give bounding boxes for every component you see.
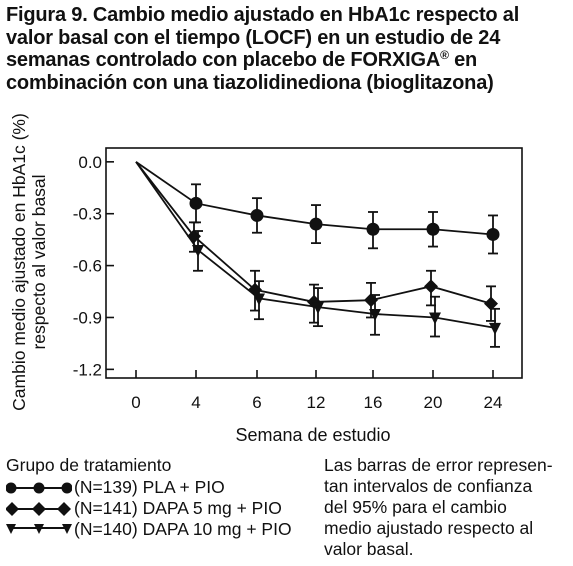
legend-swatch-circle-icon <box>6 482 72 493</box>
data-point <box>366 222 380 236</box>
legend-item-dapa-10: (N=140) DAPA 10 mg + PIO <box>6 519 326 540</box>
note-line-2: tan intervalos de confianza <box>324 476 533 496</box>
data-point <box>312 302 324 315</box>
x-tick-label: 0 <box>131 393 140 412</box>
data-point <box>489 322 501 335</box>
legend-label-pla-pio: (N=139) PLA + PIO <box>74 477 225 497</box>
legend-item-dapa-5: (N=141) DAPA 5 mg + PIO <box>6 498 326 519</box>
x-tick-label: 4 <box>191 393 200 412</box>
y-axis-label: Cambio medio ajustado en HbA1c (%) respe… <box>9 113 49 411</box>
data-point <box>424 279 438 294</box>
x-tick-label: 6 <box>252 393 261 412</box>
data-point <box>189 196 203 210</box>
data-point <box>369 309 381 322</box>
figure-title: Figura 9. Cambio medio ajustado en HbA1c… <box>6 4 566 94</box>
x-axis: 0 4 6 12 16 20 24 <box>131 370 502 412</box>
data-point <box>426 222 440 236</box>
legend-label-dapa-10: (N=140) DAPA 10 mg + PIO <box>74 519 292 539</box>
note-line-3: del 95% para el cambio <box>324 497 507 517</box>
y-tick-label: -0.3 <box>73 205 102 224</box>
data-point <box>253 293 265 306</box>
series-circle <box>135 161 500 255</box>
data-point <box>429 312 441 325</box>
note-line-5: valor basal. <box>324 539 414 559</box>
data-point <box>250 208 264 222</box>
y-tick-label: -1.2 <box>73 360 102 379</box>
legend-swatch-diamond-icon <box>6 501 71 516</box>
y-tick-label: -0.9 <box>73 308 102 327</box>
title-line-3-text: semanas controlado con placebo de FORXIG… <box>6 49 441 71</box>
x-tick-label: 24 <box>484 393 503 412</box>
y-tick-label: -0.6 <box>73 257 102 276</box>
title-line-1: Figura 9. Cambio medio ajustado en HbA1c… <box>6 4 520 26</box>
x-tick-label: 12 <box>307 393 326 412</box>
data-point <box>192 245 204 258</box>
trademark-symbol: ® <box>440 48 449 62</box>
legend-label-dapa-5: (N=141) DAPA 5 mg + PIO <box>74 498 282 518</box>
hba1c-line-chart: 0.0 -0.3 -0.6 -0.9 -1.2 0 4 6 12 16 20 24 Semana d… <box>9 113 523 445</box>
y-tick-label: 0.0 <box>78 153 102 172</box>
series-layer <box>135 161 501 348</box>
x-axis-label: Semana de estudio <box>235 425 390 445</box>
y-axis-label-line-1: Cambio medio ajustado en HbA1c (%) <box>9 113 29 411</box>
plot-frame <box>105 147 523 379</box>
title-line-3: semanas controlado con placebo de FORXIG… <box>6 49 566 72</box>
series-triangle-down <box>135 161 501 348</box>
plot-border <box>105 147 523 379</box>
title-line-3-suffix: en <box>448 49 478 71</box>
data-point <box>486 227 500 241</box>
y-axis: 0.0 -0.3 -0.6 -0.9 -1.2 <box>73 153 114 379</box>
y-axis-label-line-2: respecto al valor basal <box>29 174 49 349</box>
legend-swatch-triangle-icon <box>6 523 72 534</box>
error-bar-note: Las barras de error represen- tan interv… <box>324 455 573 560</box>
x-tick-label: 16 <box>364 393 383 412</box>
note-line-4: medio ajustado respecto al <box>324 518 534 538</box>
x-tick-label: 20 <box>424 393 443 412</box>
legend-item-pla-pio: (N=139) PLA + PIO <box>6 477 326 498</box>
data-point <box>484 296 498 311</box>
legend-title: Grupo de tratamiento <box>6 455 172 475</box>
title-line-4: combinación con una tiazolidinediona (bi… <box>6 71 494 94</box>
data-point <box>309 217 323 231</box>
legend: Grupo de tratamiento (N=139) PLA + PIO (… <box>6 455 326 540</box>
note-line-1: Las barras de error represen- <box>324 455 553 475</box>
title-line-2: valor basal con el tiempo (LOCF) en un e… <box>6 26 501 49</box>
